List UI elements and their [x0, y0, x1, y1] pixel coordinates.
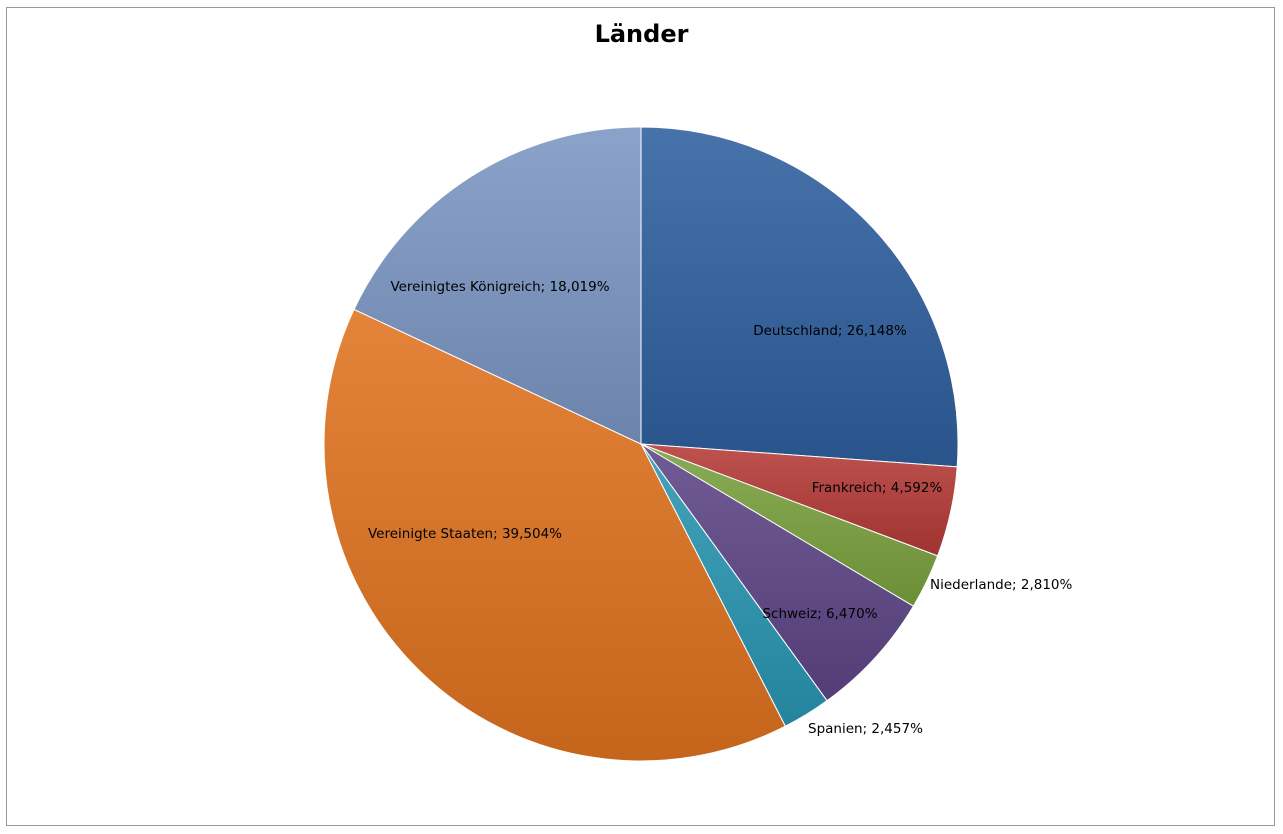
data-label-niederlande: Niederlande; 2,810% — [930, 577, 1073, 593]
data-label-frankreich: Frankreich; 4,592% — [812, 480, 943, 496]
data-label-schweiz: Schweiz; 6,470% — [762, 606, 877, 622]
pie-slice-schweiz — [640, 443, 915, 702]
pie-slice-vereinigtes-k-nigreich — [353, 126, 642, 445]
pie-slices — [323, 126, 959, 762]
pie-slice-deutschland — [640, 126, 959, 468]
data-label-vereinigte-staaten: Vereinigte Staaten; 39,504% — [368, 526, 562, 542]
pie-slice-vereinigte-staaten — [323, 308, 786, 762]
chart-title: Länder — [594, 20, 689, 48]
data-label-vereinigtes-k-nigreich: Vereinigtes Königreich; 18,019% — [390, 279, 609, 295]
pie-labels: Deutschland; 26,148% Frankreich; 4,592% Ni… — [368, 279, 1073, 737]
data-label-spanien: Spanien; 2,457% — [808, 721, 923, 737]
data-label-deutschland: Deutschland; 26,148% — [753, 323, 907, 339]
